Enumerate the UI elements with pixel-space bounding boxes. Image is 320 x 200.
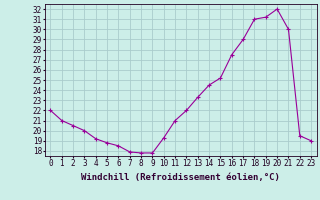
X-axis label: Windchill (Refroidissement éolien,°C): Windchill (Refroidissement éolien,°C) — [81, 173, 280, 182]
